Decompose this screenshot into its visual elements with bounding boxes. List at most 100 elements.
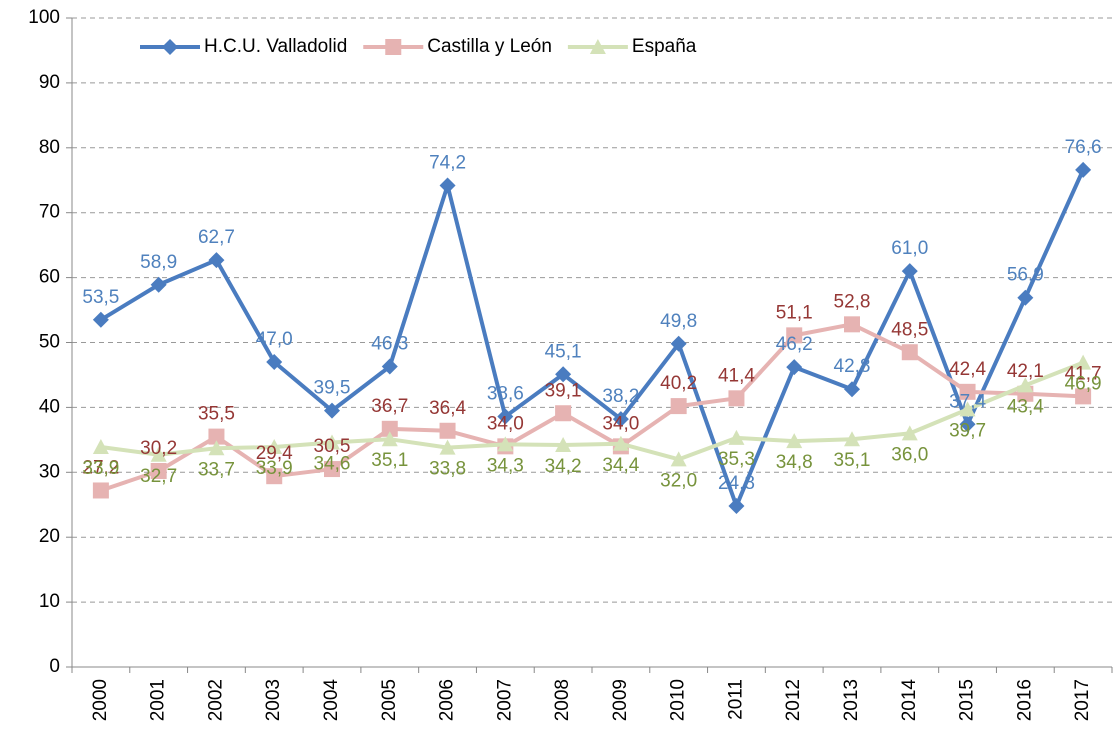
data-label: 33,8 — [429, 459, 466, 480]
y-tick-label: 70 — [39, 202, 60, 223]
data-label: 51,1 — [776, 302, 813, 323]
data-label: 41,7 — [1065, 363, 1102, 384]
marker — [439, 422, 456, 439]
x-tick-label: 2002 — [205, 679, 226, 721]
data-label: 34,2 — [545, 456, 582, 477]
x-tick-label: 2012 — [783, 679, 804, 721]
data-label: 35,1 — [371, 450, 408, 471]
marker — [612, 435, 629, 451]
data-label: 39,7 — [949, 420, 986, 441]
marker — [150, 463, 167, 480]
legend-item: Castilla y León — [363, 36, 552, 57]
y-tick-label: 10 — [39, 591, 60, 612]
marker — [266, 468, 283, 485]
x-tick-label: 2010 — [668, 679, 689, 721]
data-label: 42,8 — [834, 356, 871, 377]
data-label: 62,7 — [198, 227, 235, 248]
data-label: 35,1 — [834, 450, 871, 471]
marker — [670, 398, 687, 415]
marker — [324, 402, 340, 419]
data-label: 58,9 — [140, 252, 177, 273]
x-tick-label: 2015 — [957, 679, 978, 721]
data-label: 36,7 — [371, 396, 408, 417]
series-line — [100, 360, 1084, 462]
marker — [844, 431, 860, 447]
data-label: 24,8 — [718, 473, 755, 494]
legend-label: H.C.U. Valladolid — [204, 36, 347, 57]
data-label: 34,4 — [602, 455, 639, 476]
data-label: 37,4 — [949, 391, 986, 412]
x-tick-label: 2017 — [1072, 679, 1093, 721]
marker — [901, 263, 918, 280]
marker — [555, 437, 572, 453]
marker — [92, 438, 109, 454]
data-label: 49,8 — [660, 311, 697, 332]
legend-marker — [385, 39, 402, 55]
data-label: 52,8 — [834, 291, 871, 312]
marker — [901, 344, 918, 361]
marker — [381, 358, 398, 375]
data-label: 34,6 — [314, 453, 351, 474]
marker — [555, 405, 572, 422]
marker — [266, 353, 283, 370]
x-tick-label: 2006 — [437, 679, 458, 721]
series-line — [100, 322, 1084, 493]
data-label: 46,9 — [1065, 374, 1102, 395]
marker — [1017, 377, 1034, 393]
data-label: 39,1 — [545, 380, 582, 401]
data-label: 41,4 — [718, 365, 755, 386]
data-label: 46,3 — [371, 334, 408, 355]
marker — [208, 440, 225, 456]
data-label: 74,2 — [429, 152, 466, 173]
x-tick-label: 2011 — [725, 679, 746, 720]
data-label: 39,5 — [314, 378, 351, 399]
marker — [959, 401, 976, 417]
x-tick-label: 2007 — [494, 679, 515, 721]
marker — [439, 439, 456, 455]
series-line — [99, 169, 1085, 509]
data-label: 53,5 — [82, 287, 119, 308]
marker — [670, 451, 687, 467]
data-label: 35,5 — [198, 404, 235, 425]
marker — [728, 429, 745, 445]
marker — [786, 327, 803, 344]
marker — [208, 252, 225, 269]
y-tick-label: 90 — [39, 72, 60, 93]
legend-marker — [589, 39, 606, 54]
marker — [92, 311, 109, 328]
marker — [381, 431, 398, 447]
x-tick-label: 2013 — [841, 679, 862, 721]
marker — [1017, 289, 1034, 306]
x-tick-label: 2001 — [148, 679, 169, 721]
data-label: 36,0 — [891, 444, 928, 465]
marker — [670, 335, 687, 352]
x-tick-label: 2003 — [263, 679, 284, 721]
data-label: 32,7 — [140, 466, 177, 487]
data-label: 33,9 — [82, 458, 119, 479]
data-label: 32,0 — [660, 470, 697, 491]
y-tick-label: 30 — [39, 461, 60, 482]
y-tick-label: 60 — [39, 267, 60, 288]
marker — [324, 461, 340, 478]
data-label: 76,6 — [1065, 137, 1102, 158]
marker — [959, 383, 976, 400]
marker — [1075, 161, 1092, 178]
marker — [381, 420, 398, 437]
legend-label: Castilla y León — [427, 36, 552, 57]
data-label: 29,4 — [256, 443, 293, 464]
y-tick-label: 50 — [39, 332, 60, 353]
marker — [844, 316, 860, 333]
data-label: 61,0 — [891, 238, 928, 259]
marker — [266, 438, 283, 454]
data-label: 48,5 — [891, 319, 928, 340]
x-tick-label: 2014 — [899, 679, 920, 722]
y-tick-label: 40 — [39, 396, 60, 417]
data-label: 33,9 — [256, 458, 293, 479]
legend-item: España — [567, 36, 697, 57]
data-label: 36,4 — [429, 398, 466, 419]
data-label: 46,2 — [776, 334, 813, 355]
marker — [728, 498, 745, 515]
marker — [324, 434, 340, 450]
data-label: 30,2 — [140, 438, 177, 459]
marker — [786, 433, 803, 449]
